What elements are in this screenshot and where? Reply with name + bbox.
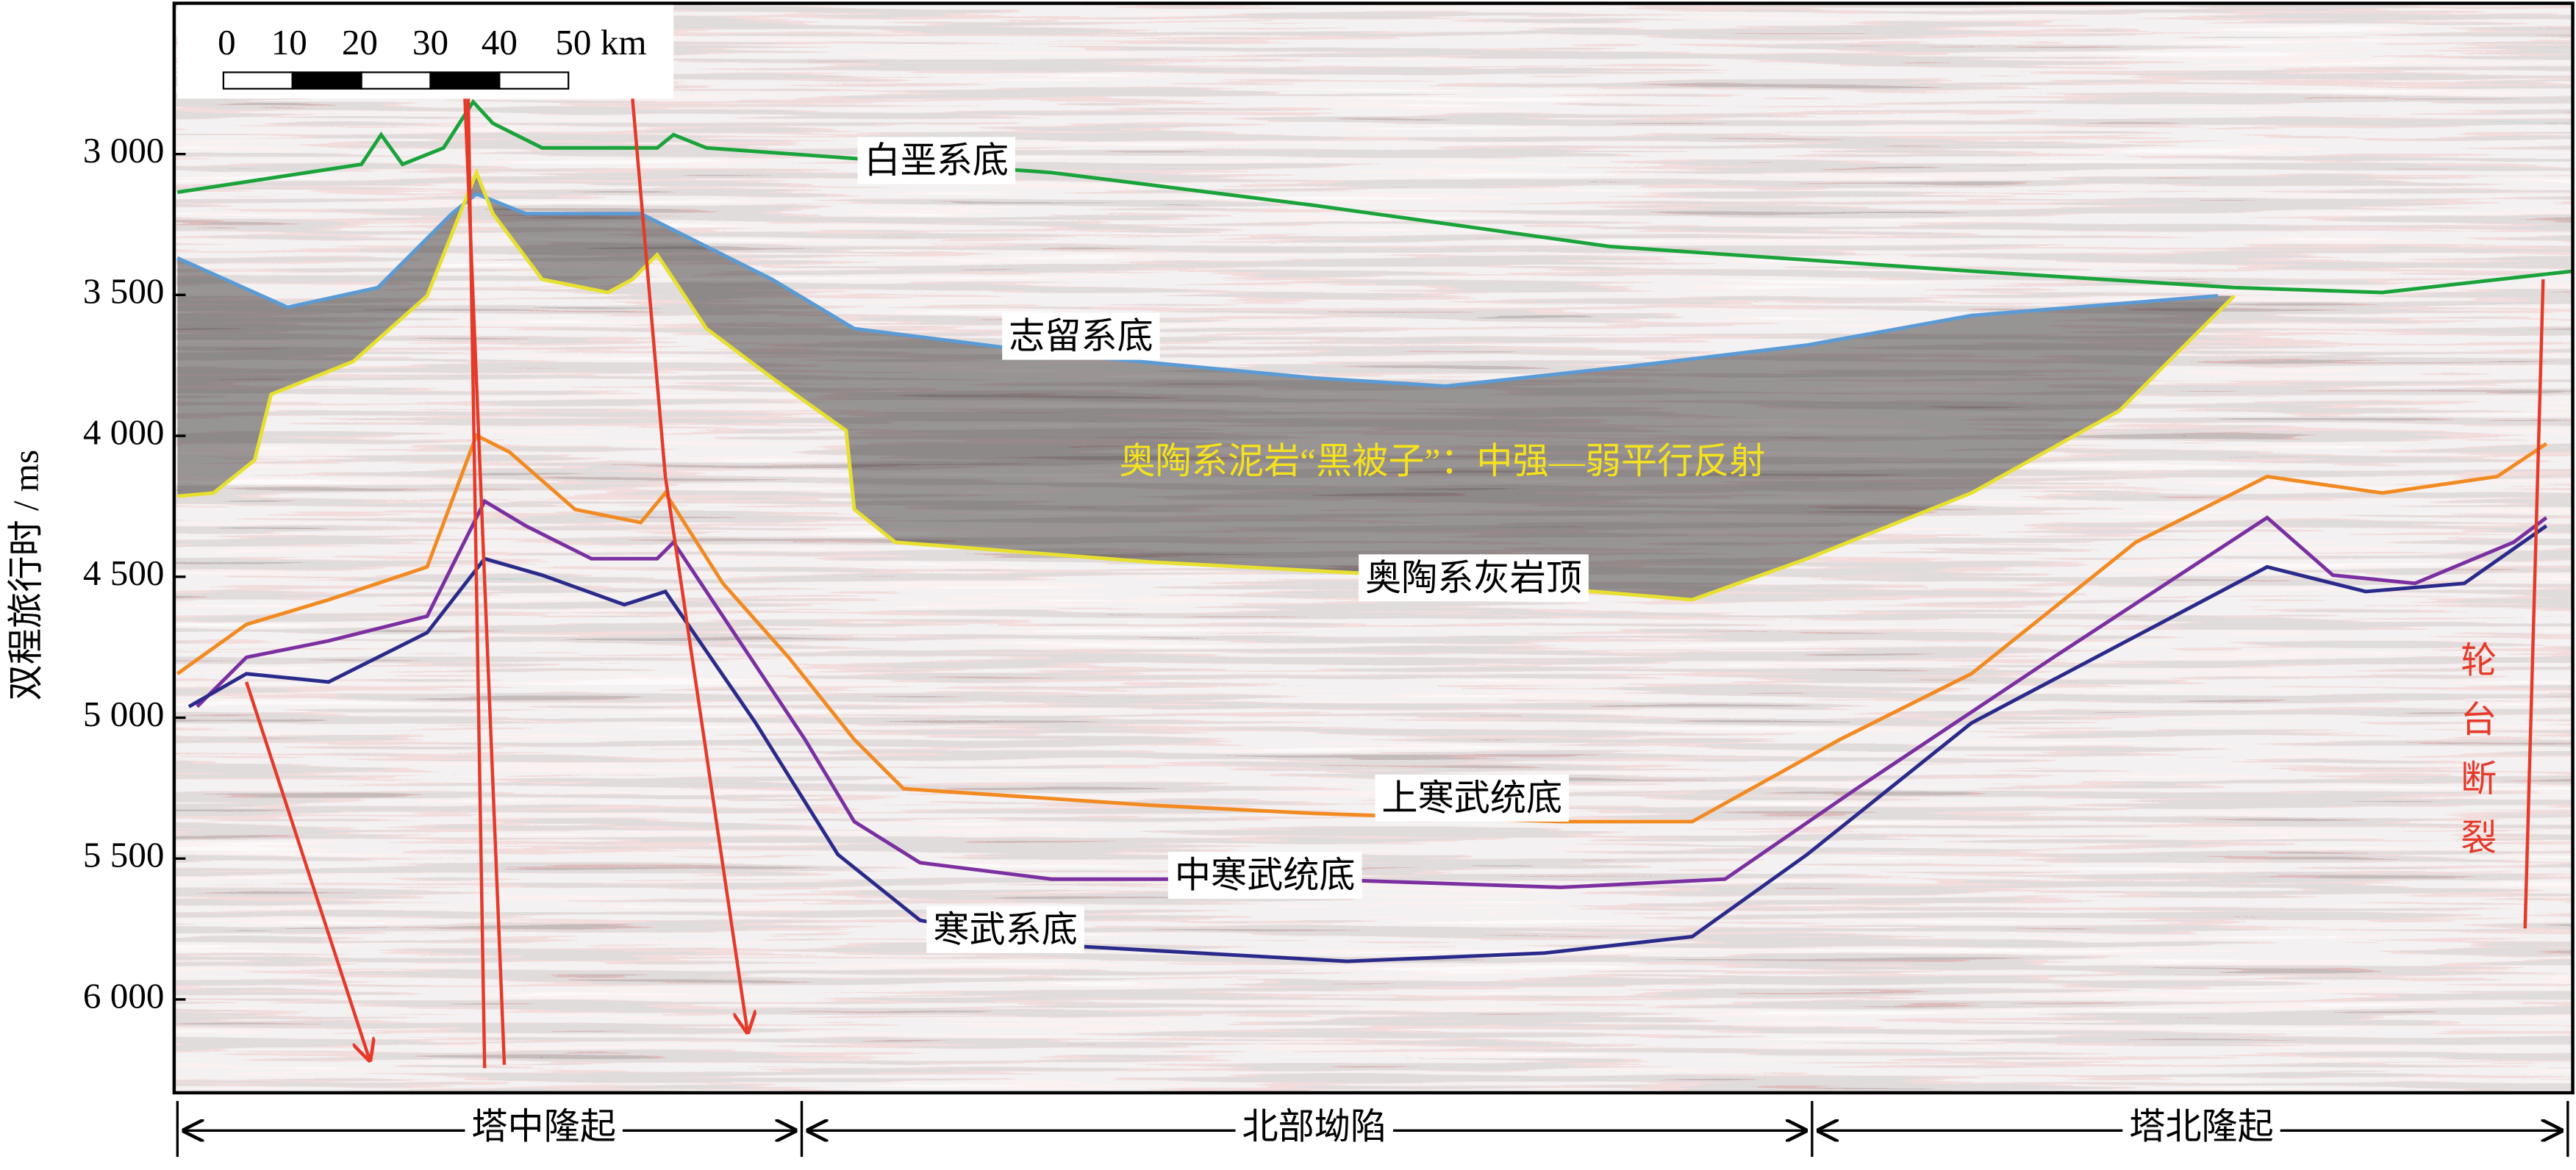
horizon-line	[187, 524, 2548, 963]
scale-segment	[291, 71, 362, 90]
horizon-label: 寒武系底	[933, 909, 1078, 950]
zone-label: 塔中隆起	[471, 1107, 616, 1147]
mudstone-wedge	[177, 172, 2235, 600]
scale-label: 0	[218, 22, 236, 62]
horizon-label: 上寒武统底	[1381, 778, 1562, 818]
label-bg	[1359, 554, 1589, 602]
scale-bar: 0 10 20 30 40 50 km	[177, 4, 674, 99]
horizon-label: 奥陶系灰岩顶	[1365, 558, 1582, 598]
horizon-line	[176, 98, 2573, 295]
fault-line	[463, 98, 507, 1065]
y-tick-label: 6 000	[83, 975, 165, 1016]
horizon-line	[177, 168, 2236, 602]
frame	[172, 1, 2575, 1095]
label-bg	[1167, 852, 1362, 899]
horizon-label: 奥陶系泥岩“黑被子”：中强—弱平行反射	[1120, 441, 1766, 481]
fault-line	[631, 98, 747, 1032]
scale-label: 20	[342, 22, 378, 62]
horizon-line	[176, 433, 2548, 824]
label-bg	[1375, 774, 1570, 822]
fault-label: 轮台断裂	[2455, 641, 2496, 878]
scale-segment	[222, 71, 293, 90]
scale-segment	[498, 71, 570, 90]
y-tick-label: 5 000	[83, 694, 165, 734]
fault-line	[245, 681, 370, 1060]
scale-label: 30	[412, 22, 448, 62]
zone-label: 北部坳陷	[1242, 1107, 1387, 1147]
label-bg	[857, 137, 1015, 184]
y-tick-label: 4 000	[83, 412, 165, 452]
fault-line	[2523, 279, 2545, 929]
scale-label: 40	[482, 22, 518, 62]
zone-label: 塔北隆起	[2129, 1107, 2274, 1147]
horizon-line	[176, 192, 2219, 388]
label-bg	[926, 905, 1084, 953]
y-tick-label: 5 500	[83, 835, 165, 875]
scale-segment	[429, 71, 501, 90]
y-axis: 3 000 3 500 4 000 4 500 5 000 5 500 6 000	[83, 130, 186, 1016]
scale-label: 10	[271, 22, 307, 62]
y-tick-label: 3 000	[83, 130, 165, 171]
label-bg	[2122, 1103, 2280, 1151]
horizon-label: 中寒武统底	[1175, 855, 1356, 896]
horizon-label: 志留系底	[1009, 316, 1153, 356]
seismic-section	[173, 3, 2573, 1093]
scale-label: 50 km	[555, 22, 646, 62]
label-bg	[1002, 312, 1160, 360]
faults	[245, 98, 2545, 1069]
label-bg	[465, 1103, 623, 1151]
scale-segment	[360, 71, 432, 90]
y-tick-label: 3 500	[83, 271, 165, 312]
label-bg	[1235, 1103, 1393, 1151]
axis-label: 双程旅行时 / ms	[6, 450, 46, 700]
horizon-label: 白垩系底	[864, 140, 1009, 181]
y-tick-label: 4 500	[83, 553, 165, 593]
